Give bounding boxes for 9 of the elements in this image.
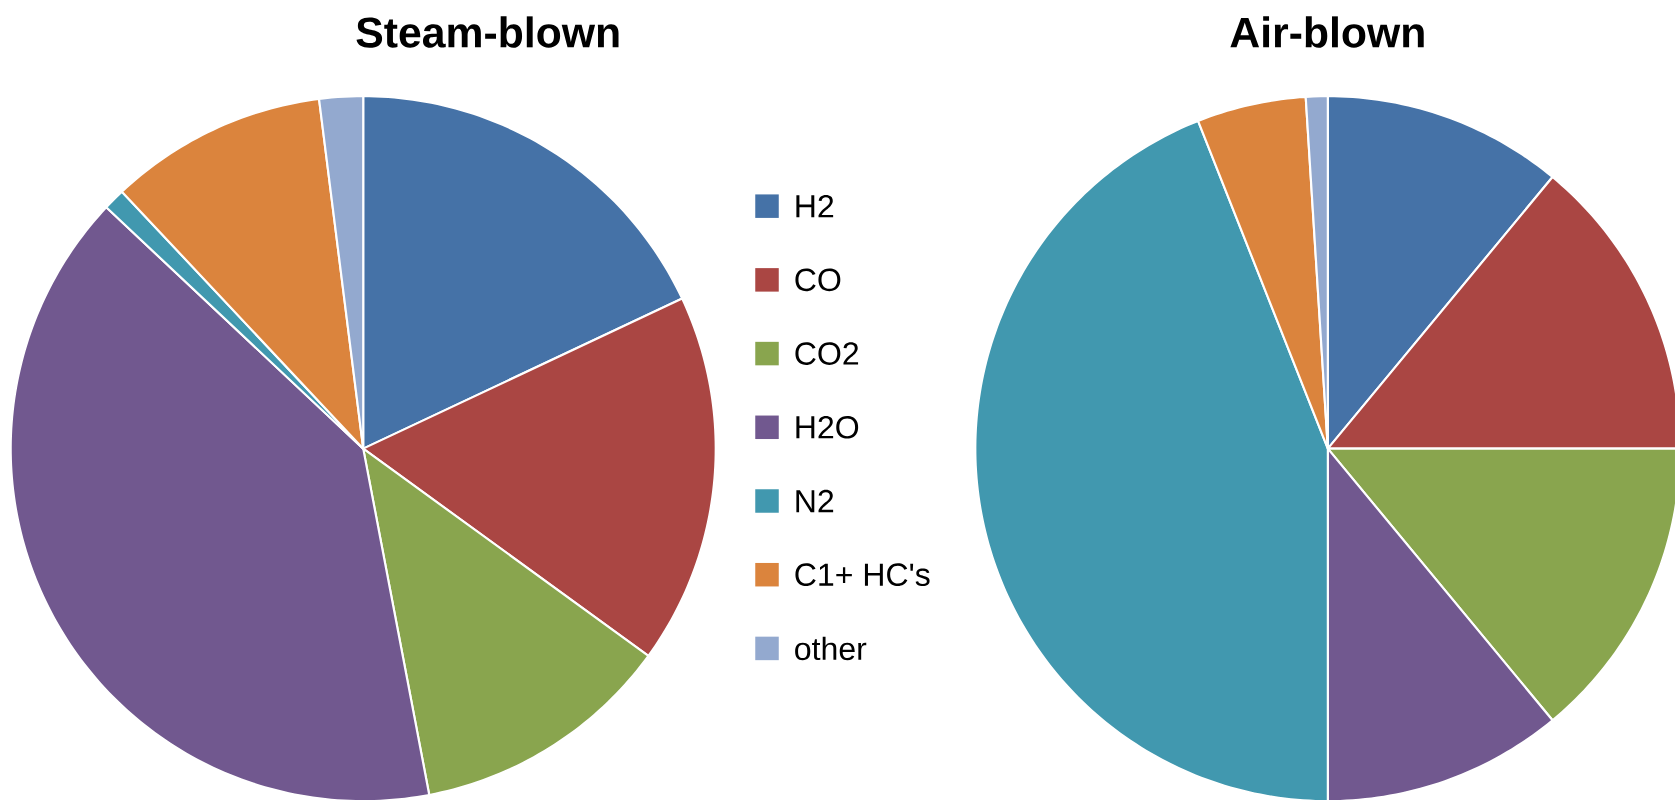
legend-label: other [795, 636, 867, 661]
legend-label: H2O [796, 415, 859, 439]
legend-label: C1+ HC's [795, 563, 930, 586]
legend-label: N2 [796, 489, 834, 513]
legend-label: H2 [796, 194, 834, 218]
chart-title: Steam-blown [356, 16, 619, 48]
legend-label: CO [795, 268, 841, 292]
chart-title: Air-blown [1230, 16, 1424, 48]
legend-label: CO2 [795, 342, 859, 365]
